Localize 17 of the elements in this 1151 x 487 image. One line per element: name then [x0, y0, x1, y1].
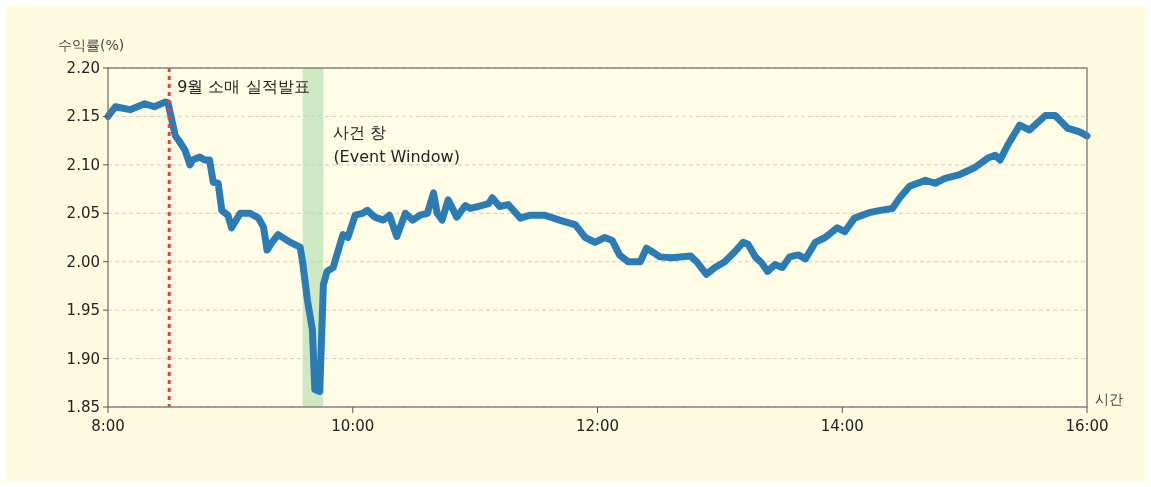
x-tick-label: 8:00: [91, 417, 125, 435]
x-axis-title: 시간: [1095, 391, 1123, 407]
y-tick-label: 1.95: [66, 301, 100, 320]
ref-line-label: 9월 소매 실적발표: [177, 77, 310, 96]
y-tick-label: 2.05: [66, 204, 100, 223]
y-tick-label: 2.15: [66, 107, 100, 126]
y-tick-label: 1.90: [66, 349, 100, 368]
y-tick-label: 2.10: [66, 155, 100, 174]
band-label: 사건 창 (Event Window): [333, 123, 460, 166]
x-tick-label: 12:00: [575, 417, 620, 435]
x-tick-label: 10:00: [331, 417, 375, 435]
x-tick-label: 14:00: [820, 417, 864, 435]
y-axis-title: 수익률(%): [58, 37, 125, 53]
x-tick-label: 16:00: [1065, 417, 1109, 435]
y-tick-label: 2.00: [66, 252, 100, 271]
y-tick-label: 2.20: [66, 59, 100, 77]
y-tick-label: 1.85: [66, 398, 100, 416]
